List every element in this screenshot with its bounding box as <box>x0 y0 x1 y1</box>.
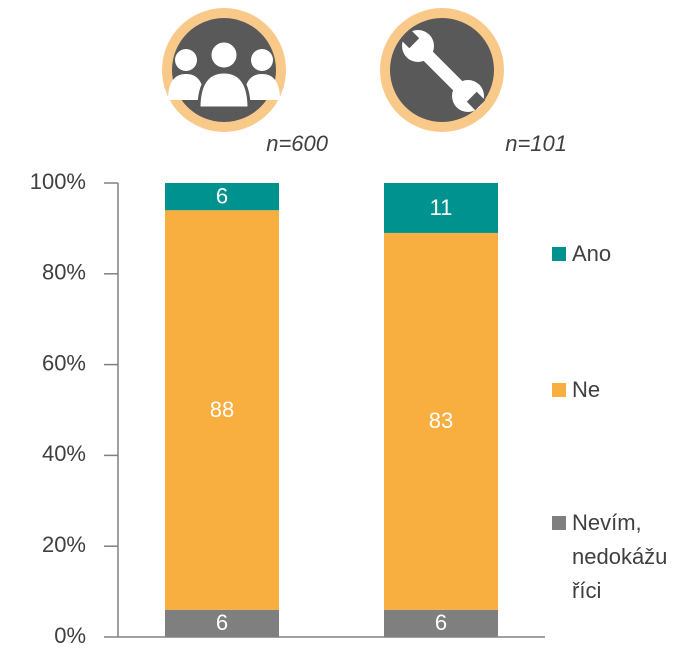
legend-swatch <box>552 516 566 530</box>
legend-item: Ano <box>552 237 682 271</box>
data-label: 6 <box>216 610 228 635</box>
legend-swatch <box>552 383 566 397</box>
legend-item: Nevím, nedokážu říci <box>552 506 682 608</box>
data-label: 88 <box>210 397 234 422</box>
y-tick-label: 40% <box>42 441 86 466</box>
y-tick-label: 100% <box>30 169 86 194</box>
legend-label: Ano <box>572 241 612 266</box>
bar-segment <box>165 210 279 610</box>
legend-label: Nevím, nedokážu říci <box>572 510 668 603</box>
data-label: 6 <box>435 610 447 635</box>
y-tick-label: 20% <box>42 532 86 557</box>
legend-swatch <box>552 247 566 261</box>
category-label: n=600 <box>266 131 329 156</box>
data-label: 11 <box>430 195 453 220</box>
bar-segment <box>384 232 498 610</box>
category-label: n=101 <box>505 131 567 156</box>
y-tick-label: 60% <box>42 350 86 375</box>
y-tick-label: 0% <box>54 623 86 648</box>
data-label: 83 <box>429 408 453 433</box>
bar-segment <box>165 183 279 211</box>
legend-label: Ne <box>572 377 601 402</box>
data-label: 6 <box>216 183 228 208</box>
y-tick-label: 80% <box>42 260 86 285</box>
icon-people <box>162 8 286 132</box>
bar-segment <box>165 609 279 637</box>
bar-segment <box>384 609 498 637</box>
icon-wrench <box>380 8 504 132</box>
legend-item: Ne <box>552 373 682 407</box>
bar-segment <box>384 183 498 233</box>
